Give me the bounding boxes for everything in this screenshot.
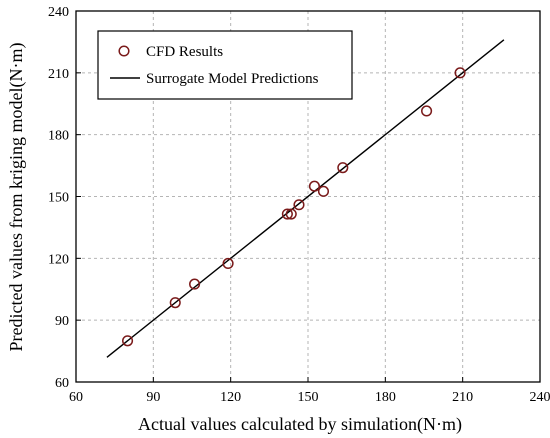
x-tick-label: 90 [146, 390, 160, 405]
y-tick-label: 90 [55, 314, 69, 329]
y-tick-label: 120 [48, 252, 69, 267]
x-tick-label: 210 [452, 390, 473, 405]
y-tick-label: 60 [55, 376, 69, 391]
x-tick-label: 60 [69, 390, 83, 405]
legend: CFD Results Surrogate Model Predictions [97, 30, 353, 100]
cfd-result-point [169, 297, 181, 309]
y-axis-title: Predicted values from kriging model(N·m) [6, 43, 27, 352]
cfd-result-point [222, 257, 234, 270]
series-layer [106, 39, 505, 358]
cfd-result-point [293, 199, 305, 211]
legend-label-surrogate-model: Surrogate Model Predictions [146, 71, 319, 87]
y-tick-label: 240 [48, 5, 69, 20]
cfd-result-point [421, 105, 433, 117]
x-axis-title: Actual values calculated by simulation(N… [138, 414, 462, 435]
legend-box [97, 30, 353, 100]
legend-marker-cfd-results [118, 45, 130, 57]
x-tick-label: 150 [298, 390, 319, 405]
x-tick-label: 180 [375, 390, 396, 405]
x-tick-label: 240 [530, 390, 550, 405]
cfd-result-point [454, 67, 466, 79]
y-tick-label: 150 [48, 191, 69, 206]
cfd-result-point [189, 278, 201, 290]
y-tick-label: 180 [48, 129, 69, 144]
cfd-result-point [308, 180, 320, 192]
y-tick-label: 210 [48, 67, 69, 82]
plot-frame [75, 10, 541, 383]
surrogate-model-line [106, 39, 505, 358]
cfd-result-point [285, 208, 297, 220]
cfd-result-point [122, 335, 134, 347]
cfd-result-point [337, 162, 349, 174]
x-tick-label: 120 [220, 390, 241, 405]
cfd-result-point [281, 208, 293, 220]
legend-label-cfd-results: CFD Results [146, 44, 223, 60]
cfd-result-point [317, 185, 330, 197]
tick-labels: 60 90 120 150 180 210 240 60 90 120 150 180 210 240 [48, 5, 550, 405]
